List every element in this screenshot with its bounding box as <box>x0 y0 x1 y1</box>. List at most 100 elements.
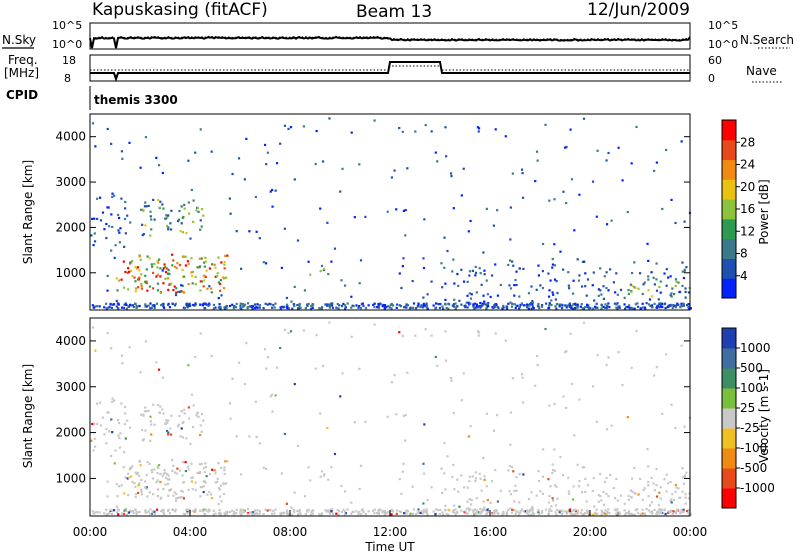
power-cell <box>107 206 110 209</box>
power-cell <box>482 302 486 305</box>
power-cell <box>155 156 158 159</box>
power-cell <box>156 282 160 285</box>
colorbar-swatch-3 <box>722 428 736 449</box>
power-cell <box>531 305 534 308</box>
velocity-cell <box>103 433 106 436</box>
velocity-cell <box>328 321 331 324</box>
velocity-cell <box>149 420 152 423</box>
velocity-cell <box>441 491 444 495</box>
power-cell <box>412 306 415 309</box>
velocity-cell <box>287 331 290 335</box>
power-cell <box>144 303 147 306</box>
power-cell <box>212 303 216 306</box>
power-cell <box>115 277 118 280</box>
velocity-cell <box>678 496 681 500</box>
velocity-cell <box>599 495 602 498</box>
freq-label-line1: Freq. <box>8 53 38 67</box>
velocity-cell <box>109 508 112 511</box>
power-cell <box>468 292 471 295</box>
velocity-cell <box>147 409 150 412</box>
power-cell <box>565 145 568 149</box>
velocity-cell <box>166 429 169 433</box>
power-cell <box>190 188 193 192</box>
velocity-cell <box>167 494 170 497</box>
velocity-cell <box>340 510 344 514</box>
velocity-cell <box>658 491 661 494</box>
velocity-cell <box>226 460 229 463</box>
power-cell <box>167 228 170 231</box>
power-cell <box>337 307 340 310</box>
velocity-cell <box>655 495 659 498</box>
power-cell <box>171 302 174 306</box>
power-cell <box>184 255 187 258</box>
power-cell <box>479 301 482 305</box>
power-cell <box>417 304 420 307</box>
velocity-cell <box>156 479 159 482</box>
colorbar-tick-label-5: 24 <box>740 158 755 172</box>
velocity-cell <box>274 508 277 511</box>
velocity-cell <box>315 334 318 337</box>
power-cell <box>210 150 213 153</box>
velocity-cell <box>135 512 138 516</box>
velocity-cell <box>153 468 156 471</box>
velocity-cell <box>404 511 407 514</box>
power-cell <box>422 296 425 299</box>
power-cell <box>389 303 393 306</box>
power-cell <box>211 263 214 266</box>
power-cell <box>479 272 482 275</box>
power-cell <box>492 224 496 227</box>
velocity-cell <box>541 492 545 495</box>
velocity-cell <box>605 363 608 367</box>
velocity-cell <box>262 466 265 469</box>
velocity-cell <box>140 493 144 496</box>
velocity-cell <box>320 470 324 473</box>
power-cell <box>599 289 602 292</box>
power-cell <box>642 283 645 286</box>
velocity-cell <box>592 477 595 480</box>
velocity-cell <box>243 509 247 512</box>
power-cell <box>123 303 126 306</box>
power-cell <box>424 123 427 127</box>
velocity-cell <box>180 489 183 493</box>
velocity-cell <box>255 511 258 514</box>
velocity-cell <box>184 461 187 464</box>
power-cell <box>665 284 668 287</box>
velocity-cell <box>258 512 261 515</box>
power-cell <box>111 225 114 229</box>
velocity-cell <box>425 508 428 511</box>
power-cell <box>253 303 257 306</box>
power-cell <box>404 305 407 308</box>
power-cell <box>592 307 595 310</box>
power-cell <box>464 306 467 309</box>
power-panel-background <box>90 114 690 310</box>
velocity-cell <box>684 493 687 496</box>
power-cell <box>582 307 586 310</box>
velocity-cell <box>486 498 489 502</box>
noise-sky-trace <box>89 36 691 49</box>
velocity-cell <box>653 508 656 511</box>
velocity-cell <box>558 511 561 514</box>
velocity-cell <box>560 512 564 516</box>
velocity-cell <box>634 509 637 512</box>
velocity-cell <box>144 340 148 343</box>
power-cell <box>521 172 524 175</box>
velocity-cell <box>483 478 486 481</box>
power-cell <box>450 175 453 178</box>
power-cell <box>572 279 575 282</box>
power-cell <box>318 307 321 310</box>
power-cell <box>631 307 634 310</box>
velocity-cell <box>202 485 206 488</box>
power-cell <box>150 263 153 266</box>
power-cell <box>328 117 331 120</box>
power-cell <box>322 268 326 272</box>
colorbar-tick-label-7: 1000 <box>740 341 771 355</box>
velocity-cell <box>443 441 446 445</box>
velocity-cell <box>320 513 323 516</box>
power-cell <box>470 293 473 296</box>
power-cell <box>110 249 113 252</box>
velocity-cell <box>219 512 222 515</box>
velocity-cell <box>162 512 165 515</box>
velocity-cell <box>499 489 502 492</box>
velocity-cell <box>411 485 414 488</box>
velocity-cell <box>128 468 132 471</box>
